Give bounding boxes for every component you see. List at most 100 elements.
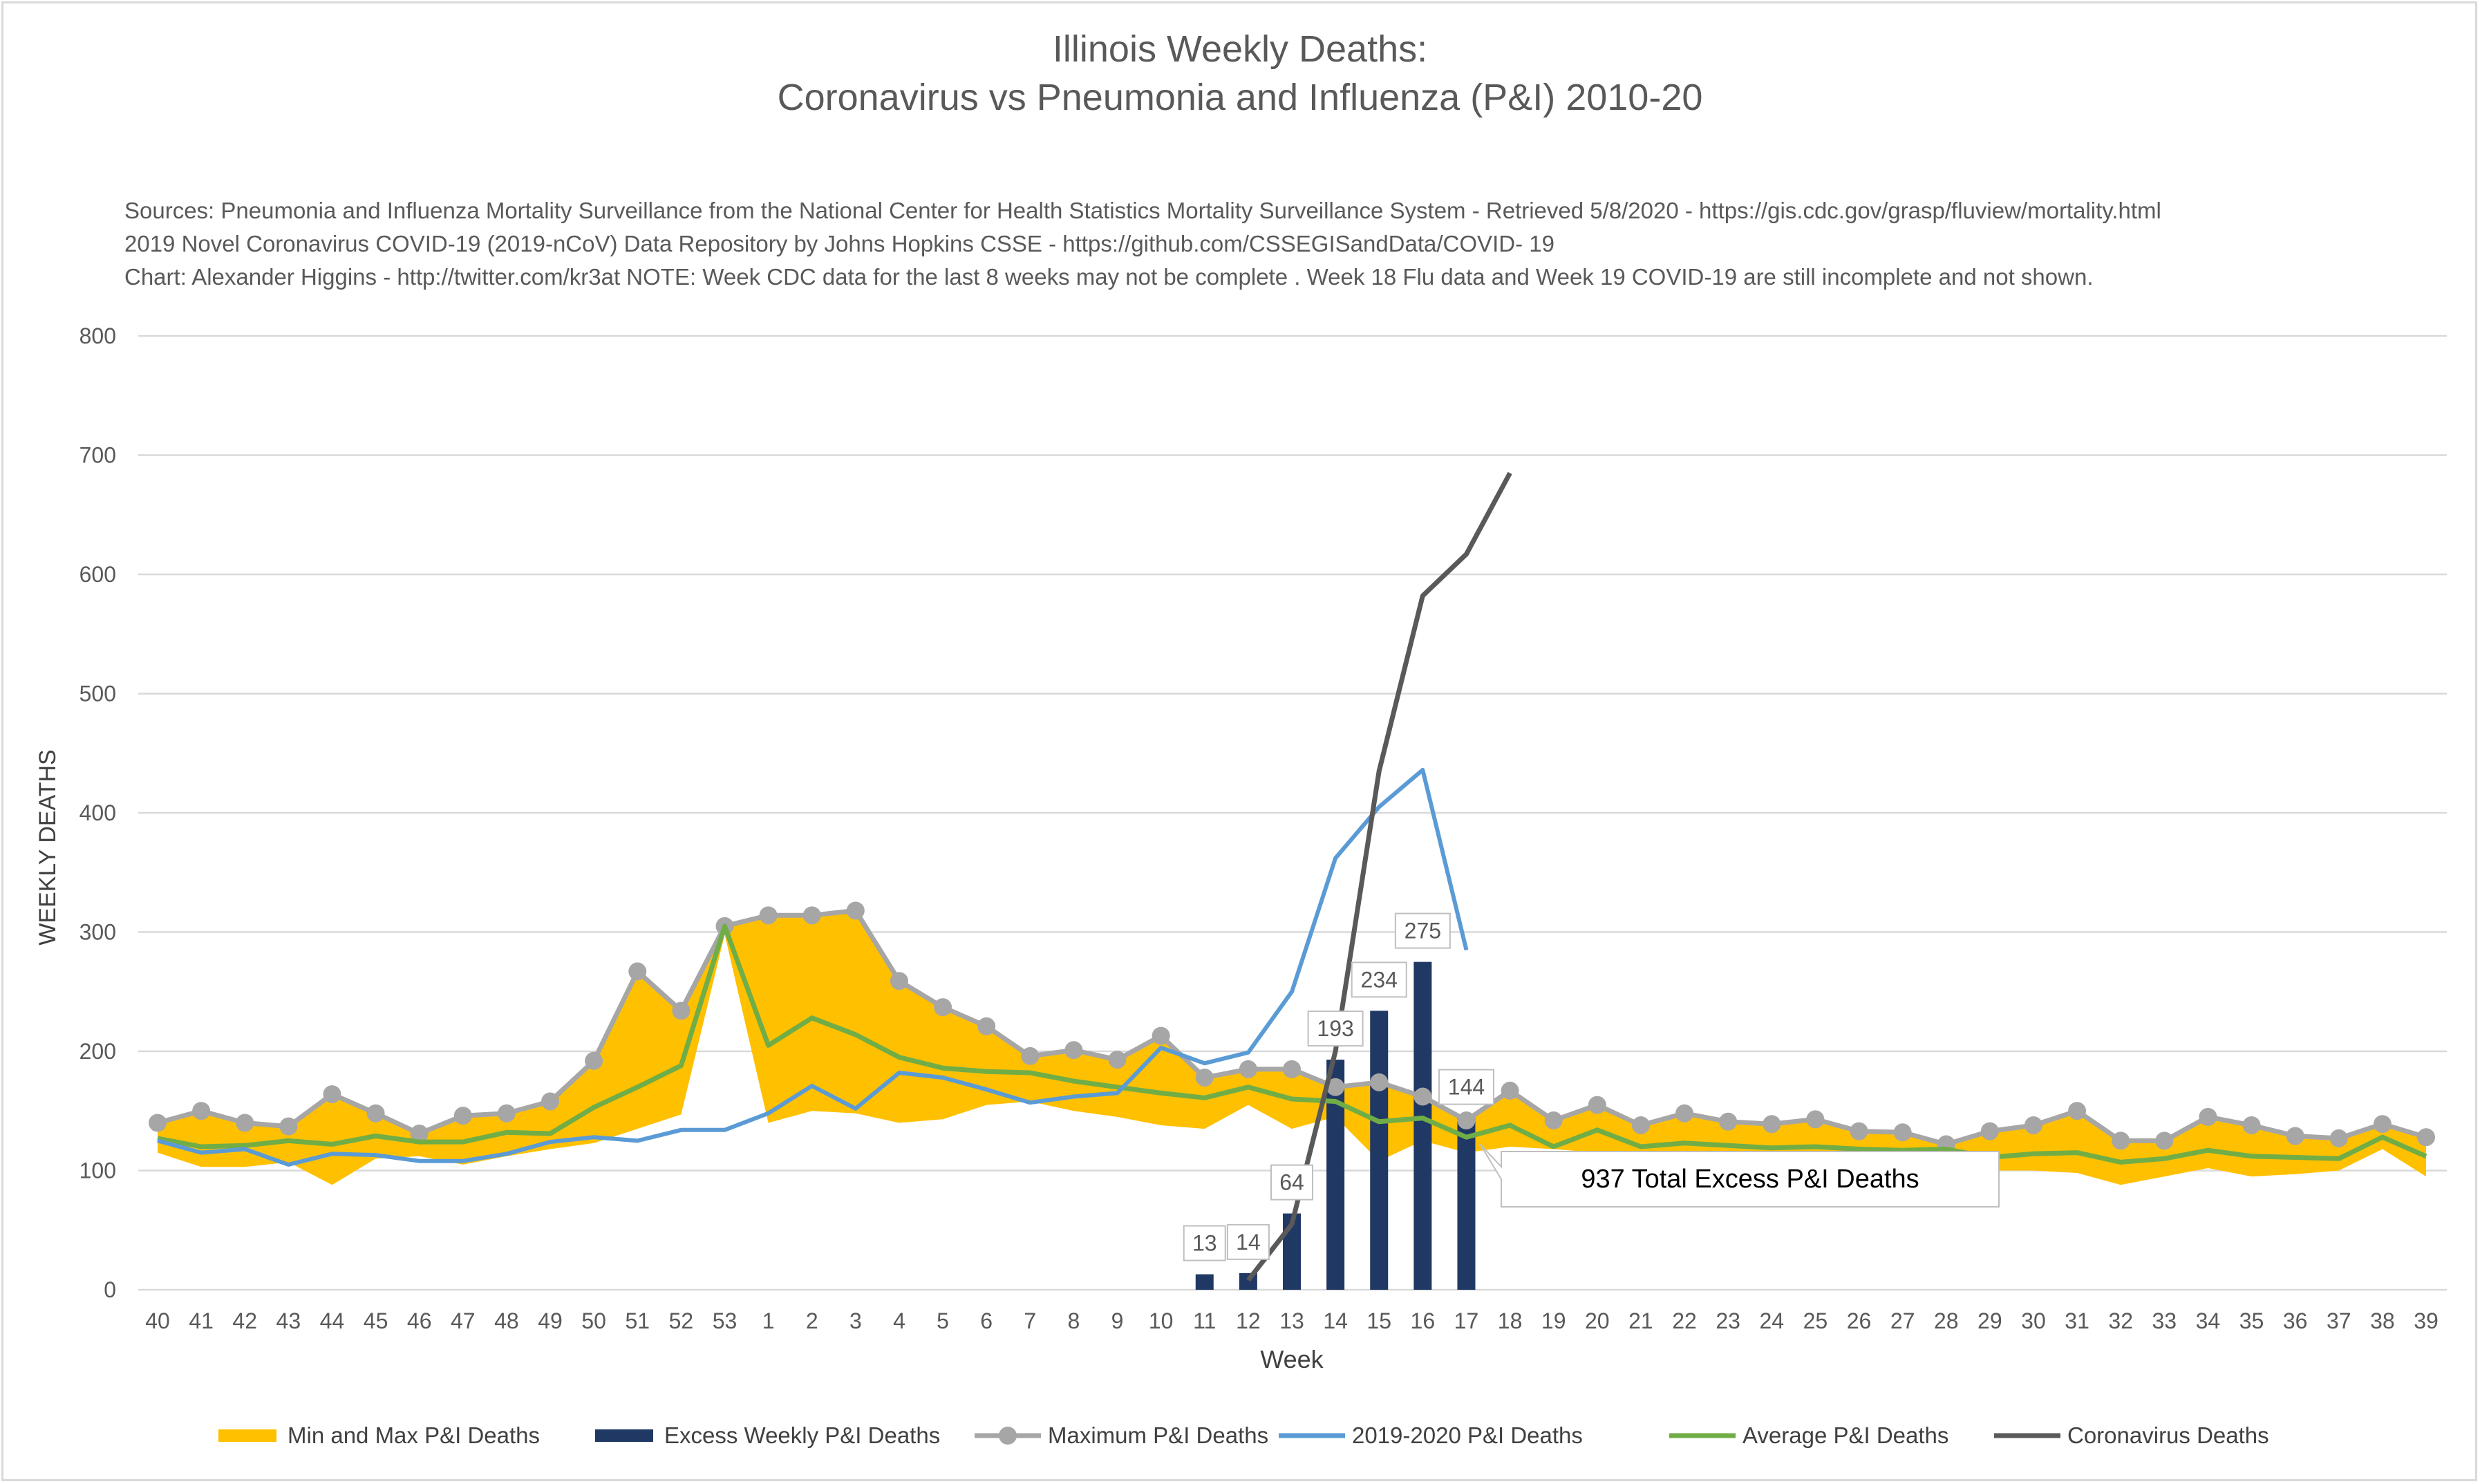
y-tick-label: 100 [79,1158,116,1183]
maximum-point [149,1114,167,1132]
legend-swatch [1669,1433,1736,1438]
maximum-point [1719,1112,1738,1131]
x-tick-label: 4 [893,1308,905,1333]
maximum-point [759,906,778,925]
maximum-point [1588,1096,1606,1114]
x-tick-label: 27 [1890,1308,1915,1333]
source-note-3: Chart: Alexander Higgins - http://twitte… [124,264,2094,290]
maximum-point [2417,1128,2435,1147]
source-note-1: Sources: Pneumonia and Influenza Mortali… [124,198,2161,223]
x-tick-label: 28 [1934,1308,1959,1333]
legend-label: Coronavirus Deaths [2067,1422,2269,1448]
x-tick-label: 40 [145,1308,170,1333]
maximum-point [2242,1116,2261,1134]
excess-bar [1457,1118,1476,1290]
maximum-point [541,1092,560,1111]
x-tick-label: 16 [1411,1308,1436,1333]
maximum-point [1195,1068,1214,1087]
maximum-point [2373,1115,2392,1134]
x-axis-title: Week [1260,1345,1324,1373]
data-label: 14 [1236,1230,1261,1255]
data-label-box [1351,961,1407,998]
maximum-point [1108,1051,1127,1069]
maximum-point [497,1104,516,1123]
x-tick-label: 35 [2239,1308,2264,1333]
maximum-point [1326,1078,1345,1096]
maximum-point [453,1107,472,1125]
legend-label: Excess Weekly P&I Deaths [664,1422,941,1448]
maximum-point [1021,1046,1040,1065]
maximum-point [890,972,908,990]
maximum-point [1806,1110,1825,1129]
legend-swatch [218,1429,276,1442]
y-tick-label: 300 [79,920,116,945]
maximum-point [410,1125,429,1143]
data-label: 144 [1448,1075,1485,1100]
x-tick-label: 17 [1454,1308,1479,1333]
x-tick-label: 34 [2196,1308,2221,1333]
legend-item: Min and Max P&I Deaths [214,1418,540,1453]
x-tick-label: 53 [713,1308,738,1333]
legend-label: 2019-2020 P&I Deaths [1352,1422,1583,1448]
x-tick-label: 30 [2021,1308,2046,1333]
x-tick-label: 22 [1672,1308,1697,1333]
maximum-point [323,1085,341,1104]
x-tick-label: 48 [494,1308,519,1333]
annotation-box [1479,1143,2000,1208]
chart-title-line2: Coronavirus vs Pneumonia and Influenza (… [777,77,1703,118]
maximum-point [2155,1131,2174,1150]
maximum-point [846,901,865,920]
maximum-point [2199,1107,2217,1126]
y-tick-label: 0 [104,1277,116,1302]
maximum-point [1675,1104,1694,1123]
x-tick-label: 49 [538,1308,563,1333]
data-label-box [1226,1223,1270,1260]
legend-swatch [595,1429,653,1442]
source-note-2: 2019 Novel Coronavirus COVID-19 (2019-nC… [124,231,1554,256]
maximum-point [934,998,952,1017]
legend-item: 2019-2020 P&I Deaths [1279,1418,1583,1453]
x-tick-label: 12 [1236,1308,1261,1333]
x-tick-label: 42 [232,1308,257,1333]
legend-swatch [1279,1433,1345,1438]
x-tick-label: 21 [1628,1308,1653,1333]
excess-bar [1326,1060,1345,1290]
y-tick-label: 400 [79,800,116,825]
maximum-point [2286,1127,2304,1145]
x-tick-label: 45 [364,1308,388,1333]
x-tick-label: 50 [581,1308,606,1333]
x-tick-label: 9 [1111,1308,1124,1333]
data-label: 234 [1361,967,1398,992]
x-tick-label: 6 [980,1308,993,1333]
season-2019-2020-line [157,767,1469,1167]
y-tick-label: 500 [79,682,116,706]
x-tick-label: 32 [2108,1308,2133,1333]
excess-bar [1195,1274,1214,1290]
maximum-point [1239,1060,1257,1078]
maximum-point [2024,1116,2042,1134]
maximum-point [1631,1116,1650,1134]
legend-label: Min and Max P&I Deaths [288,1422,540,1448]
legend-swatch [1994,1433,2060,1438]
data-label: 13 [1192,1231,1217,1256]
x-tick-label: 33 [2152,1308,2177,1333]
maximum-point [1413,1087,1432,1106]
x-tick-label: 52 [669,1308,694,1333]
maximum-point [1064,1041,1083,1060]
annotation-text: 937 Total Excess P&I Deaths [1581,1165,1919,1194]
y-tick-label: 800 [79,323,116,348]
legend-item: Coronavirus Deaths [1994,1418,2269,1453]
x-tick-label: 1 [762,1308,775,1333]
legend-label: Average P&I Deaths [1742,1422,1949,1448]
coronavirus-line [1246,471,1512,1282]
x-tick-label: 11 [1193,1308,1216,1333]
data-label-box [1394,912,1451,949]
x-tick-label: 41 [189,1308,214,1333]
maximum-point [366,1104,385,1123]
data-label: 193 [1317,1016,1353,1041]
x-tick-label: 14 [1323,1308,1348,1333]
data-label-box [1438,1069,1494,1105]
excess-bar [1413,961,1432,1290]
excess-bar [1370,1011,1389,1290]
